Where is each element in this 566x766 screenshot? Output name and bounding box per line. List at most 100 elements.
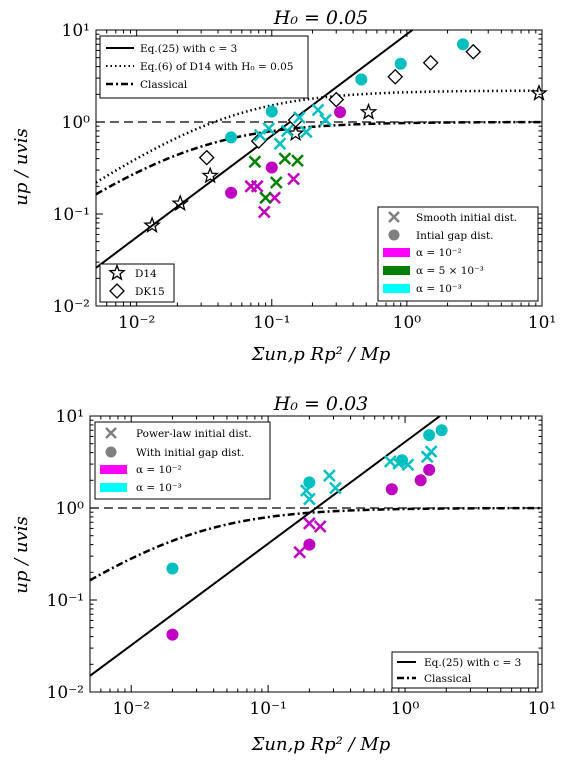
circle-point: [385, 483, 398, 496]
cross-point: [248, 155, 262, 169]
legend-cyan-patch: [100, 483, 127, 492]
legend-star-swatch: [108, 263, 126, 281]
star-point: [530, 83, 548, 101]
diamond-point: [465, 43, 482, 60]
cross-point: [259, 191, 272, 205]
cross-point: [319, 113, 332, 127]
legend-label: Eq.(25) with c = 3: [424, 657, 521, 669]
circle-point: [414, 474, 427, 487]
cross-point: [273, 137, 287, 151]
bottom-panel-ylabel: up / uvis: [11, 516, 32, 593]
circle-point: [456, 38, 469, 51]
top-panel-ticks: 10⁻² 10⁻¹ 10⁰ 10¹ 10⁻² 10⁻¹ 10⁰ 10¹: [53, 21, 557, 333]
legend-label: Classical: [140, 79, 188, 91]
top-legend-simulations: Smooth initial dist. Intial gap dist. α …: [377, 206, 539, 302]
top-panel-frame: [95, 29, 543, 307]
x-tick-label: 10⁻²: [113, 699, 150, 719]
legend-label: α = 10⁻³: [416, 283, 462, 295]
diamond-point: [198, 149, 215, 166]
x-tick-label: 10⁰: [393, 313, 422, 333]
legend-label: α = 5 × 10⁻³: [416, 265, 484, 277]
legend-magenta-patch: [383, 248, 410, 257]
cross-point: [291, 154, 304, 168]
bottom-panel-frame: [89, 415, 543, 693]
y-tick-label: 10⁰: [56, 499, 85, 519]
legend-label: Eq.(6) of D14 with H₀ = 0.05: [140, 61, 293, 73]
legend-label: Smooth initial dist.: [416, 212, 517, 224]
top-panel-ylabel: up / uvis: [11, 128, 32, 205]
line-dotted: [96, 89, 542, 184]
y-tick-label: 10⁰: [62, 113, 91, 133]
legend-label: With initial gap dist.: [136, 447, 244, 459]
legend-cross-swatch: [388, 211, 400, 223]
circle-point: [265, 105, 278, 118]
bottom-legend-lines: Eq.(25) with c = 3 Classical: [391, 651, 539, 689]
star-point: [359, 102, 378, 120]
cross-point: [280, 124, 294, 138]
bottom-panel-title: H₀ = 0.03: [273, 393, 369, 415]
circle-point: [435, 424, 448, 437]
legend-green-patch: [383, 266, 410, 275]
top-panel: H₀ = 0.05 Σun,p Rp² / Mp up / uvis 10⁻² 1…: [11, 7, 556, 365]
y-tick-label: 10¹: [56, 407, 84, 427]
circle-point: [303, 476, 316, 489]
circle-point: [166, 562, 179, 575]
circle-point: [396, 454, 409, 467]
line-dashdot: [90, 506, 542, 582]
y-tick-label: 10⁻¹: [47, 591, 84, 611]
x-tick-label: 10⁻¹: [249, 699, 286, 719]
x-tick-label: 10⁰: [391, 699, 420, 719]
cross-point: [250, 179, 264, 193]
cross-point: [311, 103, 325, 117]
line-dashdot: [96, 120, 542, 196]
legend-label: Classical: [424, 673, 472, 685]
top-panel-title: H₀ = 0.05: [273, 7, 369, 29]
top-legend-lines: Eq.(25) with c = 3 Eq.(6) of D14 with H₀…: [99, 35, 309, 99]
legend-circle-swatch: [388, 229, 400, 241]
line-solid: [90, 416, 441, 677]
circle-point: [334, 106, 347, 119]
diamond-point: [328, 91, 345, 108]
bottom-panel-lines: [90, 416, 542, 677]
circle-point: [423, 463, 436, 476]
legend-label: α = 10⁻²: [136, 464, 182, 476]
legend-cross-swatch: [105, 427, 117, 439]
bottom-panel-ticks: 10⁻² 10⁻¹ 10⁰ 10¹ 10⁻² 10⁻¹ 10⁰ 10¹: [47, 407, 557, 719]
y-tick-label: 10⁻²: [53, 297, 90, 317]
legend-diamond-swatch: [109, 283, 125, 299]
legend-label: D14: [135, 268, 157, 280]
y-tick-label: 10⁻¹: [53, 205, 90, 225]
circle-point: [225, 186, 238, 199]
cross-point: [329, 481, 342, 495]
cross-point: [257, 205, 271, 219]
legend-label: Intial gap dist.: [416, 230, 494, 242]
top-panel-points: [143, 38, 548, 234]
cross-point: [293, 545, 307, 559]
legend-label: DK15: [135, 286, 165, 298]
circle-point: [265, 161, 278, 174]
star-point: [171, 194, 190, 212]
x-tick-label: 10⁻¹: [253, 313, 290, 333]
cross-point: [302, 492, 316, 506]
legend-cyan-patch: [383, 284, 410, 293]
cross-point: [313, 520, 327, 533]
bottom-panel-points: [166, 424, 448, 641]
star-point: [143, 216, 161, 234]
bottom-legend-simulations: Power-law initial dist. With initial gap…: [94, 421, 271, 500]
cross-point: [299, 125, 313, 139]
legend-label: Eq.(25) with c = 3: [140, 43, 237, 55]
bottom-panel-xlabel: Σun,p Rp² / Mp: [251, 734, 391, 755]
circle-point: [166, 628, 179, 641]
cross-point: [322, 469, 336, 482]
legend-label: α = 10⁻³: [136, 482, 182, 494]
cross-point: [262, 122, 276, 135]
cross-point: [287, 172, 300, 186]
legend-label: Power-law initial dist.: [136, 428, 252, 440]
diamond-point: [387, 68, 404, 85]
y-tick-label: 10¹: [62, 21, 90, 41]
y-tick-label: 10⁻²: [47, 683, 84, 703]
diamond-point: [422, 54, 439, 71]
x-tick-label: 10¹: [528, 699, 556, 719]
legend-label: α = 10⁻²: [416, 247, 462, 259]
